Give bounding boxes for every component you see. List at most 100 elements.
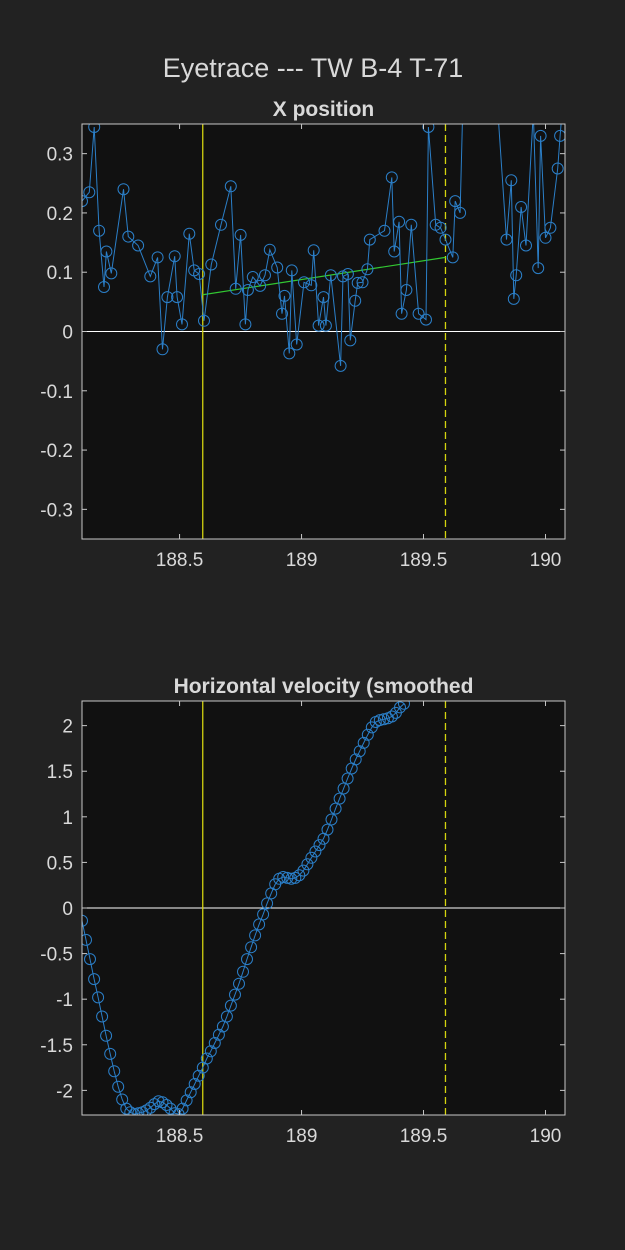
y-tick-label: -0.2 xyxy=(40,441,73,462)
data-point xyxy=(151,251,164,264)
data-point xyxy=(241,953,253,966)
data-point xyxy=(544,221,557,234)
data-point xyxy=(92,991,105,1004)
data-point xyxy=(412,307,425,320)
data-point xyxy=(385,710,398,723)
x-position-panel: 188.5 189 189.5 190 -0.3 -0.2 -0.1 0 0.1 0.2 0.3 X … xyxy=(40,98,566,571)
data-point xyxy=(180,1094,193,1107)
data-point xyxy=(454,206,467,219)
data-point xyxy=(510,269,523,282)
y-tick-label: -2 xyxy=(56,1081,73,1102)
data-point xyxy=(278,289,291,302)
data-point xyxy=(301,858,314,871)
data-point xyxy=(140,1104,153,1115)
x-tick-label: 188.5 xyxy=(156,1126,204,1147)
series-line xyxy=(82,124,463,366)
data-point xyxy=(161,291,174,304)
data-point xyxy=(200,1052,213,1065)
y-tick-label: -0.1 xyxy=(40,382,73,403)
data-point xyxy=(333,792,346,805)
data-point xyxy=(341,268,354,280)
plot-area xyxy=(82,124,565,539)
data-point xyxy=(93,224,106,237)
y-tick-label: 0.2 xyxy=(47,204,73,225)
data-point xyxy=(83,186,96,199)
data-point xyxy=(422,124,435,133)
data-point xyxy=(198,314,210,327)
data-point xyxy=(378,224,391,237)
data-point xyxy=(120,1102,133,1115)
data-point xyxy=(224,999,237,1012)
data-point xyxy=(215,218,227,231)
data-point xyxy=(224,180,237,193)
x-tick-label: 189 xyxy=(286,550,318,571)
data-point xyxy=(293,869,306,882)
y-tick-label: 0 xyxy=(62,323,73,344)
plot-area xyxy=(82,701,565,1115)
data-point xyxy=(122,230,135,243)
data-point xyxy=(82,914,88,927)
data-point xyxy=(313,839,326,852)
data-point xyxy=(220,1010,233,1023)
x-tick-label: 189.5 xyxy=(400,1126,448,1147)
data-point xyxy=(261,897,274,910)
data-point xyxy=(373,714,386,727)
data-point xyxy=(237,965,249,978)
data-point xyxy=(276,307,288,320)
data-point xyxy=(507,292,520,305)
data-point xyxy=(505,174,518,187)
data-point xyxy=(349,294,362,307)
data-point xyxy=(353,745,366,758)
data-point xyxy=(329,802,342,815)
data-point xyxy=(439,233,452,246)
data-point xyxy=(132,239,145,252)
data-point xyxy=(254,279,267,292)
data-point xyxy=(263,243,276,256)
data-point xyxy=(434,221,447,234)
data-point xyxy=(395,307,408,320)
data-point xyxy=(249,929,262,942)
data-point xyxy=(361,263,374,276)
data-point xyxy=(100,245,113,258)
data-point xyxy=(305,279,318,292)
data-point xyxy=(253,918,266,931)
data-point xyxy=(208,1037,221,1049)
data-point xyxy=(271,261,284,274)
data-point xyxy=(500,233,513,246)
data-point xyxy=(363,233,376,246)
data-point xyxy=(298,276,310,289)
data-point xyxy=(205,258,218,271)
data-point xyxy=(82,195,88,208)
data-point xyxy=(152,1095,165,1108)
data-point xyxy=(229,988,241,1001)
x-tick-label: 189.5 xyxy=(400,550,448,571)
data-point xyxy=(394,701,406,714)
y-tick-label: 0 xyxy=(62,899,73,920)
data-point xyxy=(277,871,290,883)
data-point xyxy=(515,201,528,213)
data-point xyxy=(257,908,270,921)
data-point xyxy=(305,851,318,864)
data-point xyxy=(144,270,157,283)
data-point xyxy=(341,772,354,785)
data-point xyxy=(212,1028,225,1041)
series-line xyxy=(498,124,562,299)
data-point xyxy=(128,1108,141,1115)
data-point xyxy=(96,1010,109,1023)
data-point xyxy=(356,276,369,289)
y-tick-label: -1.5 xyxy=(40,1036,73,1057)
data-point xyxy=(229,282,242,295)
data-point xyxy=(188,1078,201,1090)
data-point xyxy=(216,1020,229,1033)
x-tick-label: 188.5 xyxy=(156,550,204,571)
data-point xyxy=(349,753,362,766)
data-point xyxy=(281,871,294,884)
data-point xyxy=(337,782,350,795)
data-point xyxy=(176,1102,189,1115)
y-tick-label: -1 xyxy=(56,990,73,1011)
data-point xyxy=(164,1102,177,1115)
data-point xyxy=(393,215,406,228)
data-point xyxy=(192,1069,205,1082)
x-tick-label: 190 xyxy=(530,1126,562,1147)
